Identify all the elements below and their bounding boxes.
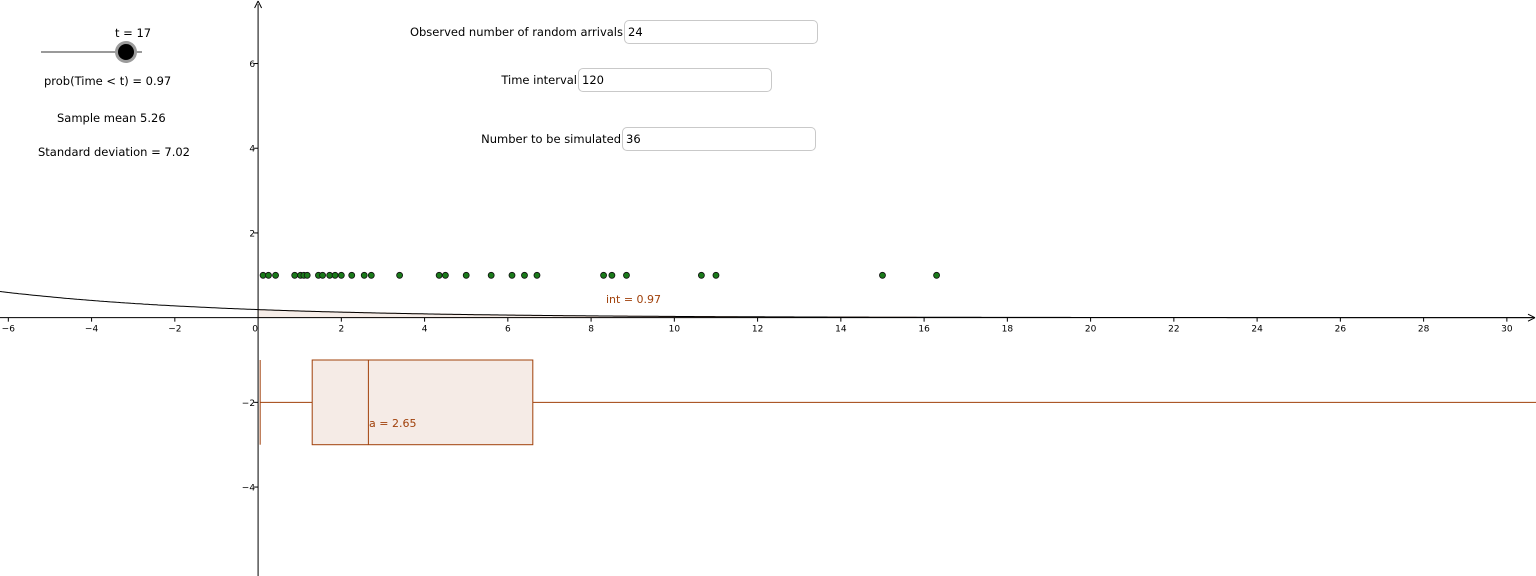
data-point	[367, 271, 375, 279]
x-tick-label: −6	[2, 325, 16, 335]
interval-label: Time interval	[501, 73, 577, 87]
x-tick-label: 26	[1335, 325, 1347, 335]
x-tick-label: −2	[168, 325, 181, 335]
x-tick-label: −4	[85, 325, 99, 335]
simulated-label: Number to be simulated	[481, 132, 621, 146]
x-tick-label: 16	[918, 325, 930, 335]
arrivals-label: Observed number of random arrivals	[409, 25, 623, 39]
arrivals-row: Observed number of random arrivals	[410, 20, 818, 44]
x-tick-label: 10	[669, 325, 681, 335]
simulated-input[interactable]	[622, 127, 816, 151]
y-axis-arrow	[254, 0, 263, 9]
x-tick-label: 28	[1418, 325, 1430, 335]
y-tick-label: −2	[242, 399, 255, 409]
x-tick-label: 0	[252, 325, 258, 335]
y-tick-label: −4	[242, 484, 256, 494]
x-tick-label: 8	[588, 325, 594, 335]
y-tick-label: 4	[249, 145, 255, 155]
t-slider-knob[interactable]	[118, 44, 134, 60]
data-point	[348, 271, 356, 279]
probability-text: prob(Time < t) = 0.97	[44, 74, 172, 88]
data-point	[441, 271, 449, 279]
x-tick-label: 20	[1085, 325, 1097, 335]
a-label: a = 2.65	[369, 417, 416, 430]
t-slider-track[interactable]	[41, 51, 142, 53]
data-point	[533, 271, 541, 279]
x-tick-label: 14	[835, 325, 847, 335]
data-point	[303, 271, 311, 279]
x-tick-label: 30	[1501, 325, 1513, 335]
data-point	[462, 271, 470, 279]
data-point	[600, 271, 607, 279]
interval-row: Time interval	[501, 68, 772, 92]
data-point	[396, 271, 404, 279]
x-tick-label: 22	[1168, 325, 1179, 335]
data-point	[933, 271, 940, 279]
int-label: int = 0.97	[606, 293, 661, 306]
data-point	[291, 271, 299, 279]
data-point	[521, 271, 528, 279]
x-tick-label: 18	[1002, 325, 1014, 335]
x-tick-label: 4	[422, 325, 428, 335]
data-point	[487, 271, 495, 279]
y-tick-label: 6	[249, 60, 255, 70]
x-tick-label: 2	[338, 325, 344, 335]
data-point	[712, 271, 720, 279]
arrivals-input[interactable]	[624, 20, 818, 44]
data-point	[337, 271, 345, 279]
exponential-density-curve	[0, 291, 1534, 319]
x-tick-label: 24	[1251, 325, 1263, 335]
box-plot	[259, 359, 1536, 446]
simulated-row: Number to be simulated	[481, 127, 816, 151]
data-point	[331, 271, 339, 279]
data-point	[272, 271, 279, 279]
data-point	[697, 271, 705, 279]
data-point	[508, 271, 516, 279]
slider-label: t = 17	[115, 26, 152, 40]
x-tick-label: 12	[752, 325, 763, 335]
data-point	[360, 271, 368, 279]
data-point	[608, 271, 616, 279]
density-curve	[0, 291, 1534, 319]
data-point	[435, 271, 443, 279]
data-point	[265, 271, 272, 279]
x-axis-arrow	[1527, 313, 1536, 322]
sample-mean-text: Sample mean 5.26	[57, 111, 166, 125]
y-tick-label: 2	[249, 229, 255, 239]
data-point	[623, 271, 630, 279]
interval-input[interactable]	[578, 68, 772, 92]
standard-deviation-text: Standard deviation = 7.02	[38, 145, 190, 159]
x-tick-label: 6	[505, 325, 511, 335]
simulated-points	[259, 271, 940, 279]
data-point	[319, 271, 327, 279]
box-iqr-rect	[311, 359, 534, 446]
data-point	[879, 271, 886, 279]
